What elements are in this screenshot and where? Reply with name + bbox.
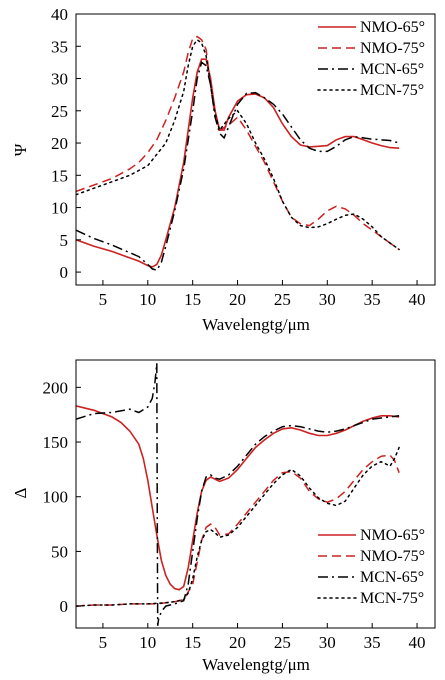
y-tick-label: 20 xyxy=(51,134,68,153)
x-tick-label: 5 xyxy=(99,290,108,309)
y-tick-label: 50 xyxy=(51,542,68,561)
legend-label: MCN-75° xyxy=(360,590,424,607)
legend-label: NMO-75° xyxy=(360,40,425,57)
legend: NMO-65° NMO-75° MCN-65° MCN-75° xyxy=(317,527,425,607)
series-line-mcn-65 xyxy=(76,61,400,272)
y-tick-label: 150 xyxy=(43,433,69,452)
delta-chart: 5 10 15 20 25 30 35 40 0 50 100 150 200 Wavelengtg/μm… xyxy=(11,359,436,674)
series-line-mcn-75 xyxy=(76,38,400,251)
y-tick-label: 0 xyxy=(60,263,69,282)
x-tick-label: 20 xyxy=(229,290,246,309)
series-line-nmo-75 xyxy=(76,35,400,251)
y-tick-label: 40 xyxy=(51,5,68,24)
y-tick-label: 30 xyxy=(51,70,68,89)
legend-label: MCN-75° xyxy=(360,82,424,99)
y-tick-label: 25 xyxy=(51,102,68,121)
y-tick-label: 15 xyxy=(51,166,68,185)
y-tick-label: 0 xyxy=(60,597,69,616)
x-tick-label: 40 xyxy=(409,290,426,309)
legend: NMO-65° NMO-75° MCN-65° MCN-75° xyxy=(317,19,425,99)
x-axis-label: Wavelengtg/μm xyxy=(202,315,310,334)
plot-frame xyxy=(75,13,436,286)
legend-label: NMO-75° xyxy=(360,548,425,565)
legend-label: MCN-65° xyxy=(360,61,424,78)
x-tick-label: 15 xyxy=(184,633,201,652)
series-line-nmo-65 xyxy=(76,58,400,268)
x-tick-label: 35 xyxy=(364,633,381,652)
y-tick-label: 10 xyxy=(51,199,68,218)
x-tick-label: 30 xyxy=(319,633,336,652)
y-axis-label: Δ xyxy=(11,487,30,498)
plot-frame xyxy=(75,359,436,629)
x-axis-label: Wavelengtg/μm xyxy=(202,655,310,674)
y-tick-label: 5 xyxy=(60,231,69,250)
y-tick-label: 100 xyxy=(43,488,69,507)
series-line-nmo-75 xyxy=(76,454,400,607)
x-tick-label: 10 xyxy=(139,290,156,309)
series-line-nmo-65 xyxy=(76,405,400,591)
y-tick-label: 35 xyxy=(51,37,68,56)
x-tick-label: 30 xyxy=(319,290,336,309)
y-tick-label: 200 xyxy=(43,378,69,397)
x-tick-label: 25 xyxy=(274,633,291,652)
x-tick-label: 20 xyxy=(229,633,246,652)
x-tick-label: 35 xyxy=(364,290,381,309)
legend-label: NMO-65° xyxy=(360,19,425,36)
series-line-mcn-75 xyxy=(76,446,400,607)
legend-label: NMO-65° xyxy=(360,527,425,544)
x-tick-label: 25 xyxy=(274,290,291,309)
y-axis-label: Ψ xyxy=(11,143,30,156)
series-line-mcn-65 xyxy=(76,363,400,626)
x-tick-label: 5 xyxy=(99,633,108,652)
x-tick-label: 15 xyxy=(184,290,201,309)
psi-chart: 5 10 15 20 25 30 35 40 0 5 10 15 20 25 30 35 40 Wavelengt… xyxy=(11,5,436,334)
x-tick-label: 10 xyxy=(139,633,156,652)
legend-label: MCN-65° xyxy=(360,569,424,586)
x-tick-label: 40 xyxy=(409,633,426,652)
